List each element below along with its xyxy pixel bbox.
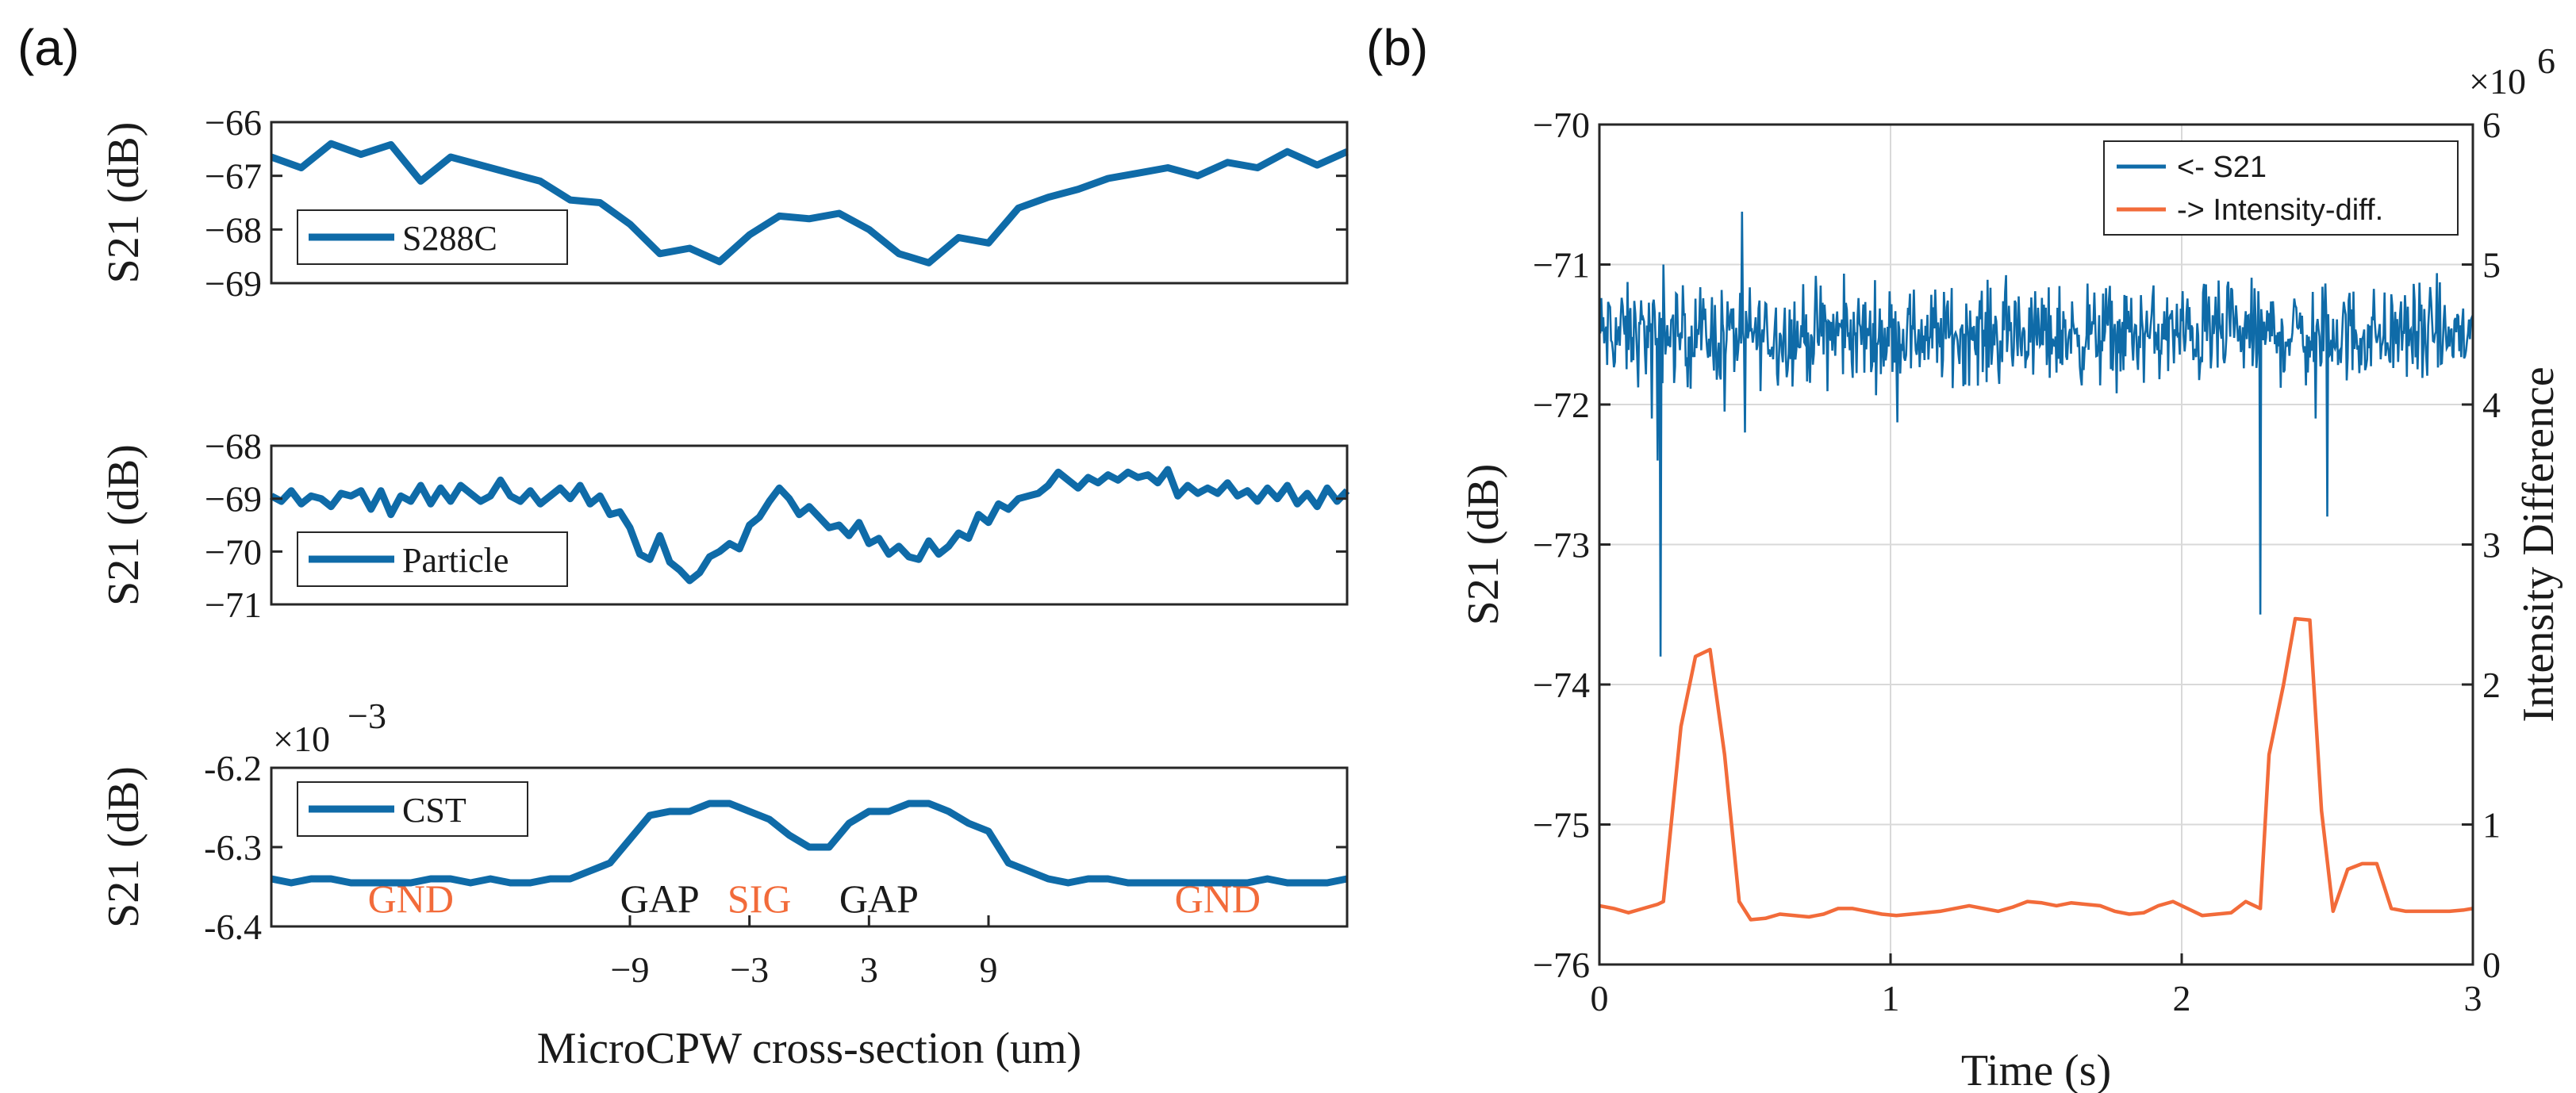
y-right-tick-label: 1 — [2482, 805, 2501, 846]
x-tick-label: 2 — [2173, 978, 2191, 1018]
panel-a-label: (a) — [17, 19, 79, 76]
x-axis-label: Time (s) — [1961, 1046, 2111, 1093]
x-tick-label: 9 — [980, 949, 998, 990]
y-right-tick-label: 6 — [2482, 105, 2501, 145]
y-right-tick-label: 5 — [2482, 245, 2501, 286]
y-tick-label: -6.3 — [204, 827, 262, 868]
y-axis-label: S21 (dB) — [99, 444, 148, 606]
y-axis-label: S21 (dB) — [99, 122, 148, 284]
x-axis-label: MicroCPW cross-section (um) — [537, 1024, 1081, 1073]
chart-particle: −68 −69 −70 −71 S21 (dB) Particle — [99, 426, 1350, 625]
series-line-intensity — [1599, 616, 2474, 922]
y-tick-label: −72 — [1533, 385, 1590, 425]
x-tick-label: 3 — [2464, 978, 2482, 1018]
exponent-power: −3 — [347, 696, 386, 736]
x-tick-label: 0 — [1591, 978, 1609, 1018]
legend-label-intensity: -> Intensity-diff. — [2177, 194, 2383, 227]
y-right-axis-label: Intensity Difference — [2514, 366, 2563, 722]
series-line-s288c — [270, 140, 1349, 267]
region-annotation: SIG — [727, 876, 792, 921]
y-axis-label: S21 (dB) — [1459, 464, 1508, 626]
y-tick-label: −71 — [205, 585, 262, 625]
y-right-tick-label: 0 — [2482, 945, 2501, 985]
chart-cst: -6.2 -6.3 -6.4 S21 (dB) CST ×10 −3 −9 −3 3 9 MicroC… — [99, 696, 1349, 1073]
exponent-base: ×10 — [273, 719, 330, 759]
y-tick-label: −68 — [205, 209, 262, 250]
y-tick-label: −71 — [1533, 245, 1590, 286]
x-tick-label: 1 — [1882, 978, 1900, 1018]
legend-box — [2103, 140, 2459, 236]
panel-b-label: (b) — [1366, 19, 1428, 76]
y-axis-label: S21 (dB) — [99, 766, 148, 928]
y-right-tick-label: 3 — [2482, 525, 2501, 566]
legend-label: S288C — [402, 219, 497, 258]
plot-frame — [270, 444, 1349, 606]
legend-label-s21: <- S21 — [2177, 151, 2267, 184]
right-exponent-base: ×10 — [2469, 61, 2526, 102]
region-annotation: GAP — [620, 876, 700, 921]
y-tick-label: −75 — [1533, 805, 1590, 846]
region-annotation: GND — [1175, 876, 1261, 921]
y-tick-label: −74 — [1533, 665, 1590, 705]
right-exponent-power: 6 — [2537, 40, 2555, 81]
y-tick-label: −66 — [205, 102, 262, 143]
series-line-s21 — [1598, 211, 2474, 657]
y-tick-label: −68 — [205, 426, 262, 466]
y-right-tick-label: 4 — [2482, 385, 2501, 425]
y-tick-label: −73 — [1533, 525, 1590, 566]
y-right-tick-label: 2 — [2482, 665, 2501, 705]
legend-box — [297, 209, 568, 265]
y-tick-label: −76 — [1533, 945, 1590, 985]
x-tick-label: −3 — [730, 949, 769, 990]
chart-s288c: −66 −67 −68 −69 S21 (dB) S288C — [99, 102, 1349, 304]
y-tick-label: −70 — [1533, 105, 1590, 145]
y-tick-label: −70 — [205, 531, 262, 572]
x-tick-label: 3 — [860, 949, 878, 990]
plot-frame — [270, 121, 1349, 285]
region-annotation: GAP — [839, 876, 919, 921]
y-tick-label: −69 — [205, 479, 262, 520]
series-line-particle — [269, 466, 1350, 585]
y-tick-label: −67 — [205, 156, 262, 197]
y-tick-label: −69 — [205, 263, 262, 304]
legend-label: CST — [402, 791, 466, 830]
y-tick-label: -6.4 — [204, 907, 262, 947]
x-tick-label: −9 — [611, 949, 650, 990]
series-line-cst — [271, 800, 1348, 887]
y-tick-label: -6.2 — [204, 748, 262, 788]
region-annotation: GND — [368, 876, 454, 921]
legend-label: Particle — [402, 541, 509, 580]
